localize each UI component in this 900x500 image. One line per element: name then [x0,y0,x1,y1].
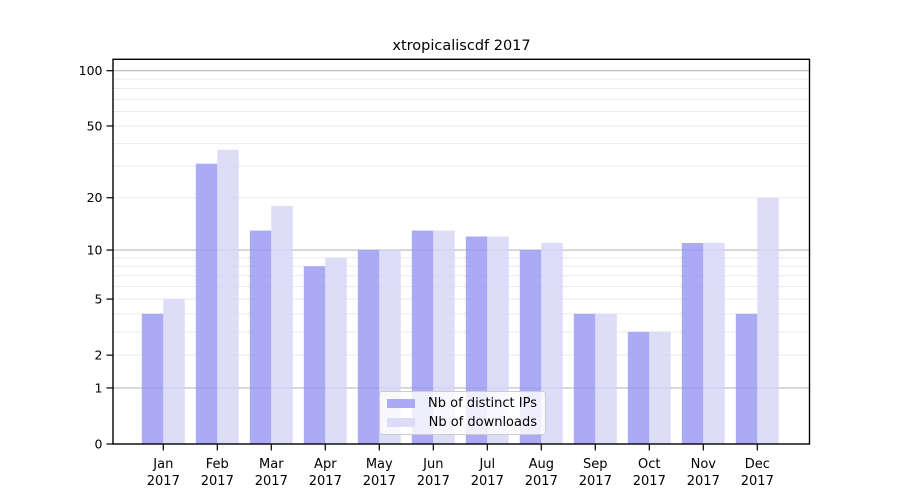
legend: Nb of distinct IPs Nb of downloads [379,391,546,435]
legend-item-downloads: Nb of downloads [387,415,537,430]
x-tick-label-sep: Sep 2017 [579,457,612,489]
legend-label-downloads: Nb of downloads [428,415,537,430]
x-tick-label-apr: Apr 2017 [309,457,342,489]
y-tick-label-50: 50 [87,118,103,133]
y-tick-label-10: 10 [87,243,103,258]
bar-downloads-feb [217,149,239,444]
bar-ips-jan [141,313,164,444]
bar-ips-may [357,250,380,444]
chart-title: xtropicaliscdf 2017 [392,38,531,54]
legend-swatch-distinct-ips [387,399,415,408]
legend-item-distinct-ips: Nb of distinct IPs [387,396,537,411]
bar-ips-oct [627,331,650,444]
legend-label-distinct-ips: Nb of distinct IPs [428,396,537,411]
bar-downloads-apr [325,257,347,444]
bar-downloads-nov [703,243,725,444]
bar-downloads-jan [163,299,185,444]
bar-ips-dec [735,313,758,444]
bar-downloads-sep [595,313,617,444]
bar-ips-jun [411,230,434,444]
plot-border [112,58,811,445]
y-tick-label-1: 1 [95,380,103,395]
y-tick-label-0: 0 [95,437,103,452]
y-tick-label-100: 100 [79,63,103,78]
bar-downloads-dec [757,197,779,444]
x-tick-label-jan: Jan 2017 [147,457,180,489]
y-tick-label-20: 20 [87,190,103,205]
x-tick-label-dec: Dec 2017 [741,457,774,489]
y-tick-label-2: 2 [95,348,103,363]
x-tick-label-may: May 2017 [363,457,396,489]
bar-downloads-mar [271,205,293,444]
x-tick-label-jul: Jul 2017 [471,457,504,489]
x-tick-label-jun: Jun 2017 [417,457,450,489]
legend-swatch-downloads [387,418,415,427]
x-tick-label-mar: Mar 2017 [255,457,288,489]
bar-ips-feb [195,163,218,444]
bar-downloads-oct [649,331,671,444]
bar-ips-apr [303,266,326,444]
bar-downloads-aug [541,243,563,444]
x-tick-label-oct: Oct 2017 [633,457,666,489]
x-tick-label-feb: Feb 2017 [201,457,234,489]
bar-ips-sep [573,313,596,444]
y-tick-label-5: 5 [95,292,103,307]
bar-ips-nov [681,243,704,444]
x-tick-label-nov: Nov 2017 [687,457,720,489]
bar-ips-mar [249,230,272,444]
x-tick-label-aug: Aug 2017 [525,457,558,489]
bar-downloads-jun [433,230,455,444]
